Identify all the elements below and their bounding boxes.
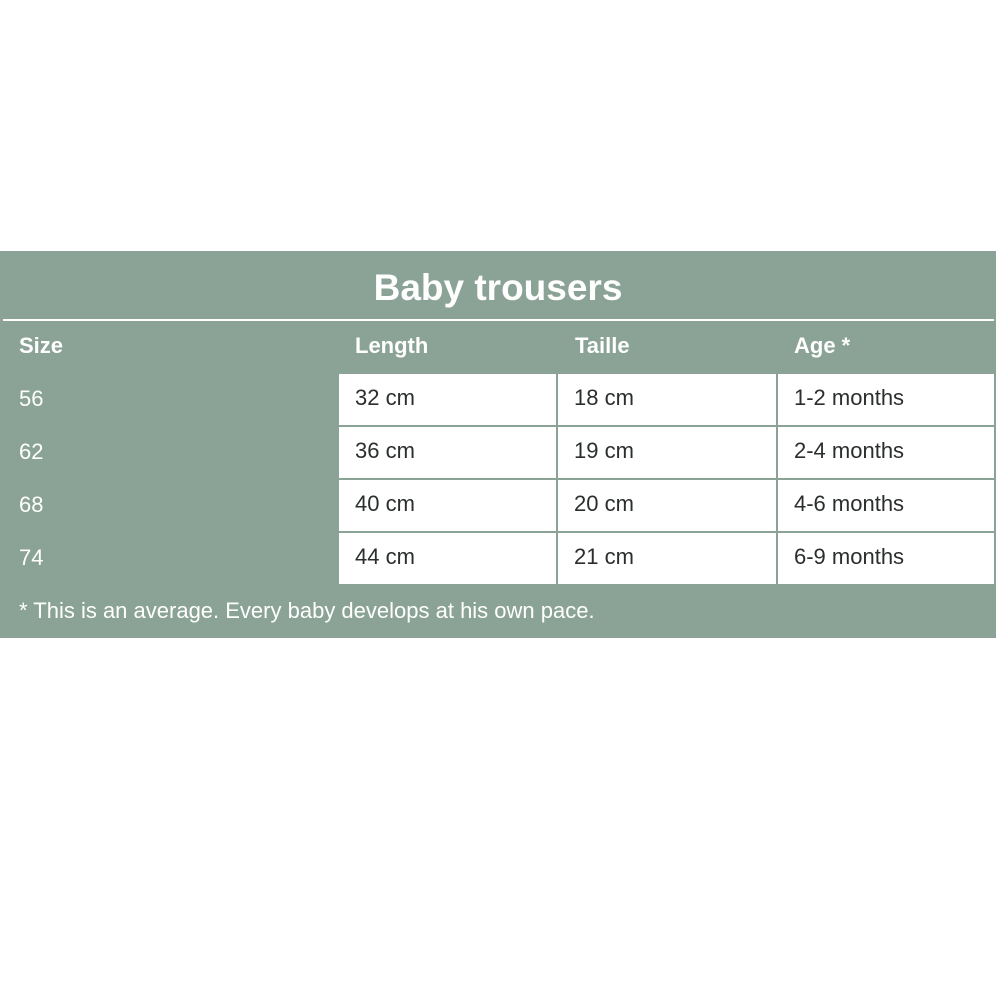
taille-cell: 20 cm — [558, 480, 776, 531]
length-cell: 32 cm — [339, 374, 556, 425]
taille-cell: 21 cm — [558, 533, 776, 584]
header-age: Age * — [794, 333, 851, 358]
header-length: Length — [355, 333, 429, 358]
footnote: * This is an average. Every baby develop… — [19, 598, 595, 623]
age-cell: 6-9 months — [778, 533, 994, 584]
header-size: Size — [19, 333, 64, 358]
length-cell: 36 cm — [339, 427, 556, 478]
divider — [3, 319, 994, 321]
length-cell: 40 cm — [339, 480, 556, 531]
age-cell: 4-6 months — [778, 480, 994, 531]
size-cell: 68 — [19, 492, 44, 517]
chart-title: Baby trousers — [373, 267, 623, 308]
size-cell: 56 — [19, 386, 44, 411]
size-cell: 74 — [19, 545, 44, 570]
taille-cell: 19 cm — [558, 427, 776, 478]
size-chart-panel: Baby trousers Size Length Taille Age * 5… — [0, 251, 996, 638]
header-taille: Taille — [575, 333, 630, 358]
taille-cell: 18 cm — [558, 374, 776, 425]
age-cell: 2-4 months — [778, 427, 994, 478]
age-cell: 1-2 months — [778, 374, 994, 425]
size-cell: 62 — [19, 439, 44, 464]
length-cell: 44 cm — [339, 533, 556, 584]
